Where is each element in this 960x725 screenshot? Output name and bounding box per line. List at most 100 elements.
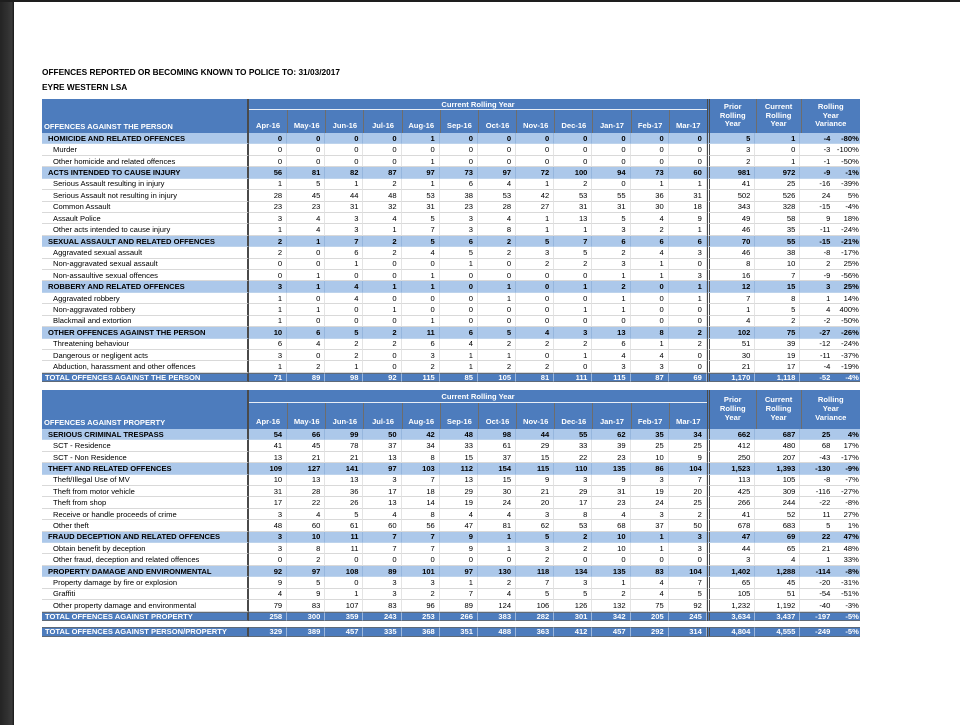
month-value: 135	[592, 565, 631, 578]
month-value: 81	[287, 167, 326, 179]
month-value: 37	[477, 451, 517, 464]
month-value: 36	[630, 190, 669, 202]
current-year-value: 65	[755, 543, 801, 555]
month-value: 7	[325, 235, 364, 248]
category-row: SERIOUS CRIMINAL TRESPASS 54 66 99 50 42 48 98 4…	[42, 429, 861, 441]
month-value: 3	[668, 531, 707, 544]
month-value: 2	[477, 235, 517, 248]
month-value: 13	[287, 474, 326, 487]
prior-year-value: 113	[706, 474, 756, 487]
month-value: 0	[630, 155, 669, 168]
month-value: 11	[325, 531, 364, 544]
month-value: 130	[477, 565, 517, 578]
month-value: 2	[363, 247, 402, 259]
month-value: 1	[363, 224, 402, 236]
month-value: 29	[439, 486, 478, 498]
window-edge-top	[0, 0, 960, 2]
month-value: 31	[325, 201, 364, 213]
month-value: 60	[363, 520, 402, 532]
prior-year-value: 981	[706, 167, 756, 179]
row-label: Theft from shop	[42, 497, 249, 509]
month-value: 0	[554, 155, 593, 168]
month-value: 0	[325, 577, 364, 589]
month-header: Oct-16	[477, 110, 516, 133]
month-value: 20	[516, 497, 555, 509]
month-value: 83	[363, 600, 402, 612]
month-value: 31	[668, 190, 707, 202]
month-value: 6	[668, 235, 707, 248]
month-value: 20	[668, 486, 707, 498]
month-header: Feb-17	[630, 110, 669, 133]
month-value: 0	[401, 292, 440, 305]
month-value: 335	[363, 627, 402, 637]
month-value: 1	[554, 281, 593, 293]
month-value: 89	[363, 565, 402, 578]
month-value: 5	[516, 531, 555, 544]
month-value: 87	[363, 167, 402, 179]
month-value: 1	[516, 224, 555, 236]
month-value: 0	[668, 350, 707, 362]
month-value: 1	[592, 270, 631, 282]
month-value: 0	[630, 281, 669, 293]
prior-year-value: 5	[706, 133, 756, 145]
variance-value: 4	[800, 304, 832, 316]
month-value: 0	[363, 350, 402, 362]
month-value: 6	[592, 235, 631, 248]
variance-value: -12	[800, 339, 832, 351]
month-value: 1	[630, 178, 669, 191]
variance-value: -43	[800, 452, 832, 464]
offence-row: Abduction, harassment and other offences…	[42, 361, 861, 373]
month-value: 33	[439, 440, 478, 452]
current-year-value: 972	[755, 167, 801, 179]
month-value: 3	[630, 361, 669, 373]
month-value: 60	[287, 520, 326, 532]
month-value: 44	[516, 429, 555, 441]
month-value: 3	[554, 577, 593, 589]
month-value: 1	[401, 281, 440, 293]
prior-year-value: 678	[706, 520, 756, 532]
month-value: 44	[325, 190, 364, 202]
month-header: Jan-17	[592, 110, 630, 133]
month-value: 0	[249, 155, 288, 168]
month-value: 4	[477, 508, 517, 521]
variance-value: -15	[800, 236, 832, 248]
month-value: 342	[592, 611, 631, 621]
month-value: 1	[477, 350, 517, 362]
month-value: 15	[516, 451, 555, 464]
month-value: 48	[439, 429, 478, 441]
month-value: 13	[554, 212, 593, 225]
variance-percent: -80%	[831, 133, 860, 145]
month-value: 1	[592, 577, 631, 589]
month-value: 6	[439, 327, 478, 339]
month-value: 2	[516, 258, 555, 271]
prior-year-value: 70	[706, 235, 756, 248]
month-value: 1	[249, 304, 288, 316]
variance-percent: 4%	[831, 429, 860, 441]
month-value: 4	[630, 350, 669, 362]
month-value: 2	[592, 588, 631, 601]
current-rolling-year-header: Current Rolling Year	[755, 99, 801, 133]
month-value: 363	[516, 627, 555, 637]
month-value: 0	[287, 350, 326, 362]
current-year-value: 0	[755, 144, 801, 156]
month-value: 0	[668, 133, 707, 145]
month-value: 50	[668, 520, 707, 532]
month-value: 61	[325, 520, 364, 532]
month-value: 47	[439, 520, 478, 532]
month-value: 1	[592, 304, 631, 316]
current-year-value: 25	[755, 178, 801, 191]
month-value: 6	[287, 327, 326, 339]
month-value: 11	[401, 327, 440, 339]
prior-year-value: 502	[706, 190, 756, 202]
month-value: 110	[554, 463, 593, 475]
prior-year-value: 30	[706, 350, 756, 362]
month-value: 1	[439, 361, 478, 373]
row-label: THEFT AND RELATED OFFENCES	[42, 463, 249, 475]
row-label: PROPERTY DAMAGE AND ENVIRONMENTAL	[42, 565, 249, 578]
variance-percent: -50%	[831, 316, 860, 328]
month-value: 3	[439, 212, 478, 225]
prior-year-value: 49	[706, 212, 756, 225]
row-label: Abduction, harassment and other offences	[42, 361, 249, 373]
month-value: 3	[363, 474, 402, 487]
month-value: 2	[287, 361, 326, 373]
